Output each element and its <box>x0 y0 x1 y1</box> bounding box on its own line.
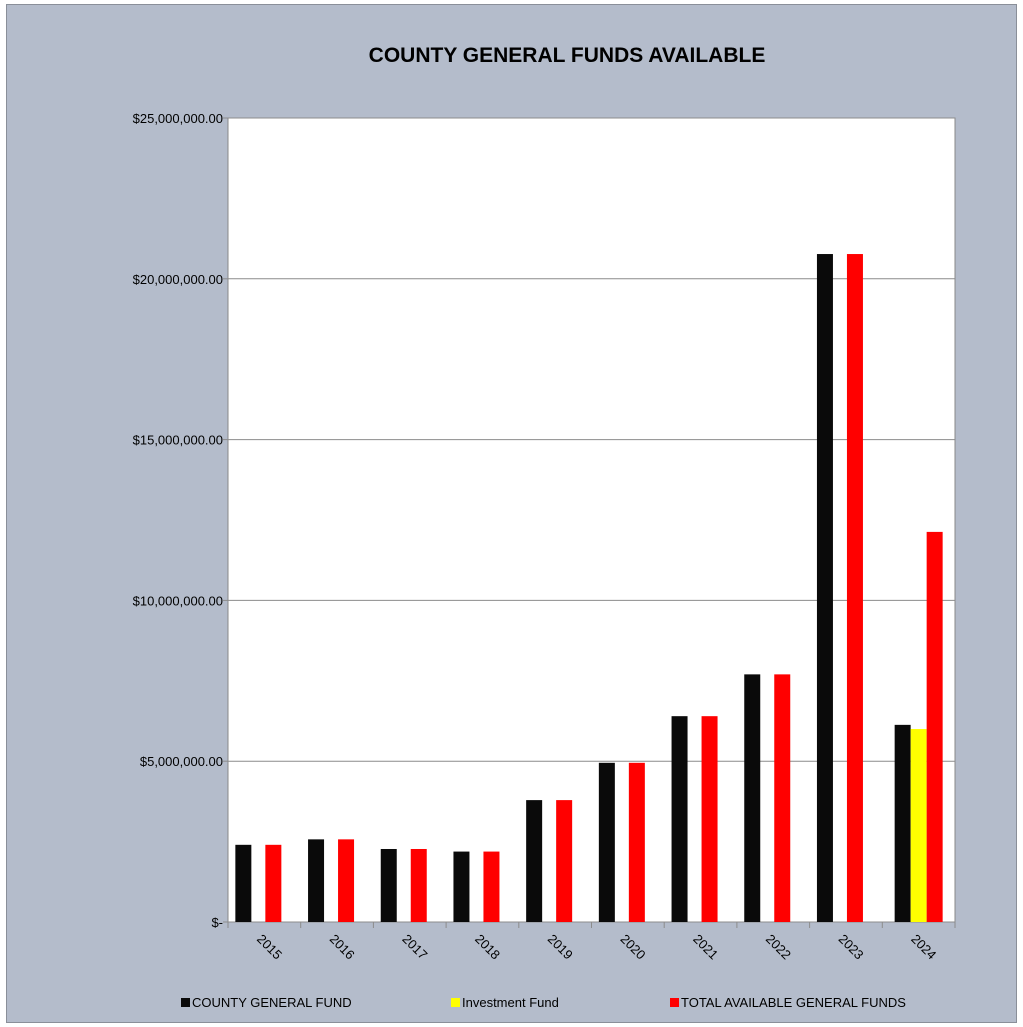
bar-total-available-general-funds <box>774 674 791 922</box>
plot-area: $- $5,000,000.00 $10,000,000.00 $15,000,000… <box>133 111 956 962</box>
x-tick-label: 2021 <box>690 931 721 962</box>
bar-county-general-fund <box>894 724 911 922</box>
bar-total-available-general-funds <box>628 762 645 922</box>
legend-swatch <box>451 998 460 1007</box>
legend: COUNTY GENERAL FUND Investment Fund TOTAL … <box>181 995 906 1010</box>
x-tick-label: 2017 <box>399 931 430 962</box>
bar-county-general-fund <box>235 844 252 922</box>
chart-title: COUNTY GENERAL FUNDS AVAILABLE <box>369 44 766 67</box>
bar-county-general-fund <box>744 674 761 922</box>
bar-county-general-fund <box>380 848 397 922</box>
legend-label: Investment Fund <box>462 995 559 1010</box>
x-tick-label: 2016 <box>327 931 358 962</box>
bar-county-general-fund <box>308 839 325 922</box>
legend-swatch <box>670 998 679 1007</box>
bar-county-general-fund <box>816 254 833 922</box>
bar-total-available-general-funds <box>410 848 427 922</box>
legend-swatch <box>181 998 190 1007</box>
x-tick-label: 2022 <box>763 931 794 962</box>
x-tick-label: 2023 <box>836 931 867 962</box>
y-tick-label: $- <box>211 915 223 930</box>
x-tick-label: 2024 <box>908 931 939 962</box>
plot-background <box>227 117 956 923</box>
y-tick-label: $15,000,000.00 <box>133 433 223 448</box>
y-tick-label: $5,000,000.00 <box>140 754 223 769</box>
y-tick-label: $10,000,000.00 <box>133 593 223 608</box>
legend-label: TOTAL AVAILABLE GENERAL FUNDS <box>681 995 906 1010</box>
x-tick-label: 2019 <box>545 931 576 962</box>
x-tick-label: 2018 <box>472 931 503 962</box>
legend-label: COUNTY GENERAL FUND <box>192 995 352 1010</box>
bar-county-general-fund <box>453 851 470 922</box>
bar-total-available-general-funds <box>556 800 573 922</box>
y-tick-label: $20,000,000.00 <box>133 272 223 287</box>
y-tick-label: $25,000,000.00 <box>133 111 223 126</box>
bar-total-available-general-funds <box>846 254 863 922</box>
x-tick-label: 2015 <box>254 931 285 962</box>
bar-county-general-fund <box>526 800 543 922</box>
bar-total-available-general-funds <box>926 531 943 922</box>
bar-total-available-general-funds <box>483 851 500 922</box>
bar-investment-fund <box>910 729 927 922</box>
bar-total-available-general-funds <box>701 716 718 922</box>
bar-county-general-fund <box>671 716 688 922</box>
x-tick-label: 2020 <box>618 931 649 962</box>
bar-county-general-fund <box>598 762 615 922</box>
bar-total-available-general-funds <box>338 839 355 922</box>
bar-total-available-general-funds <box>265 844 282 922</box>
